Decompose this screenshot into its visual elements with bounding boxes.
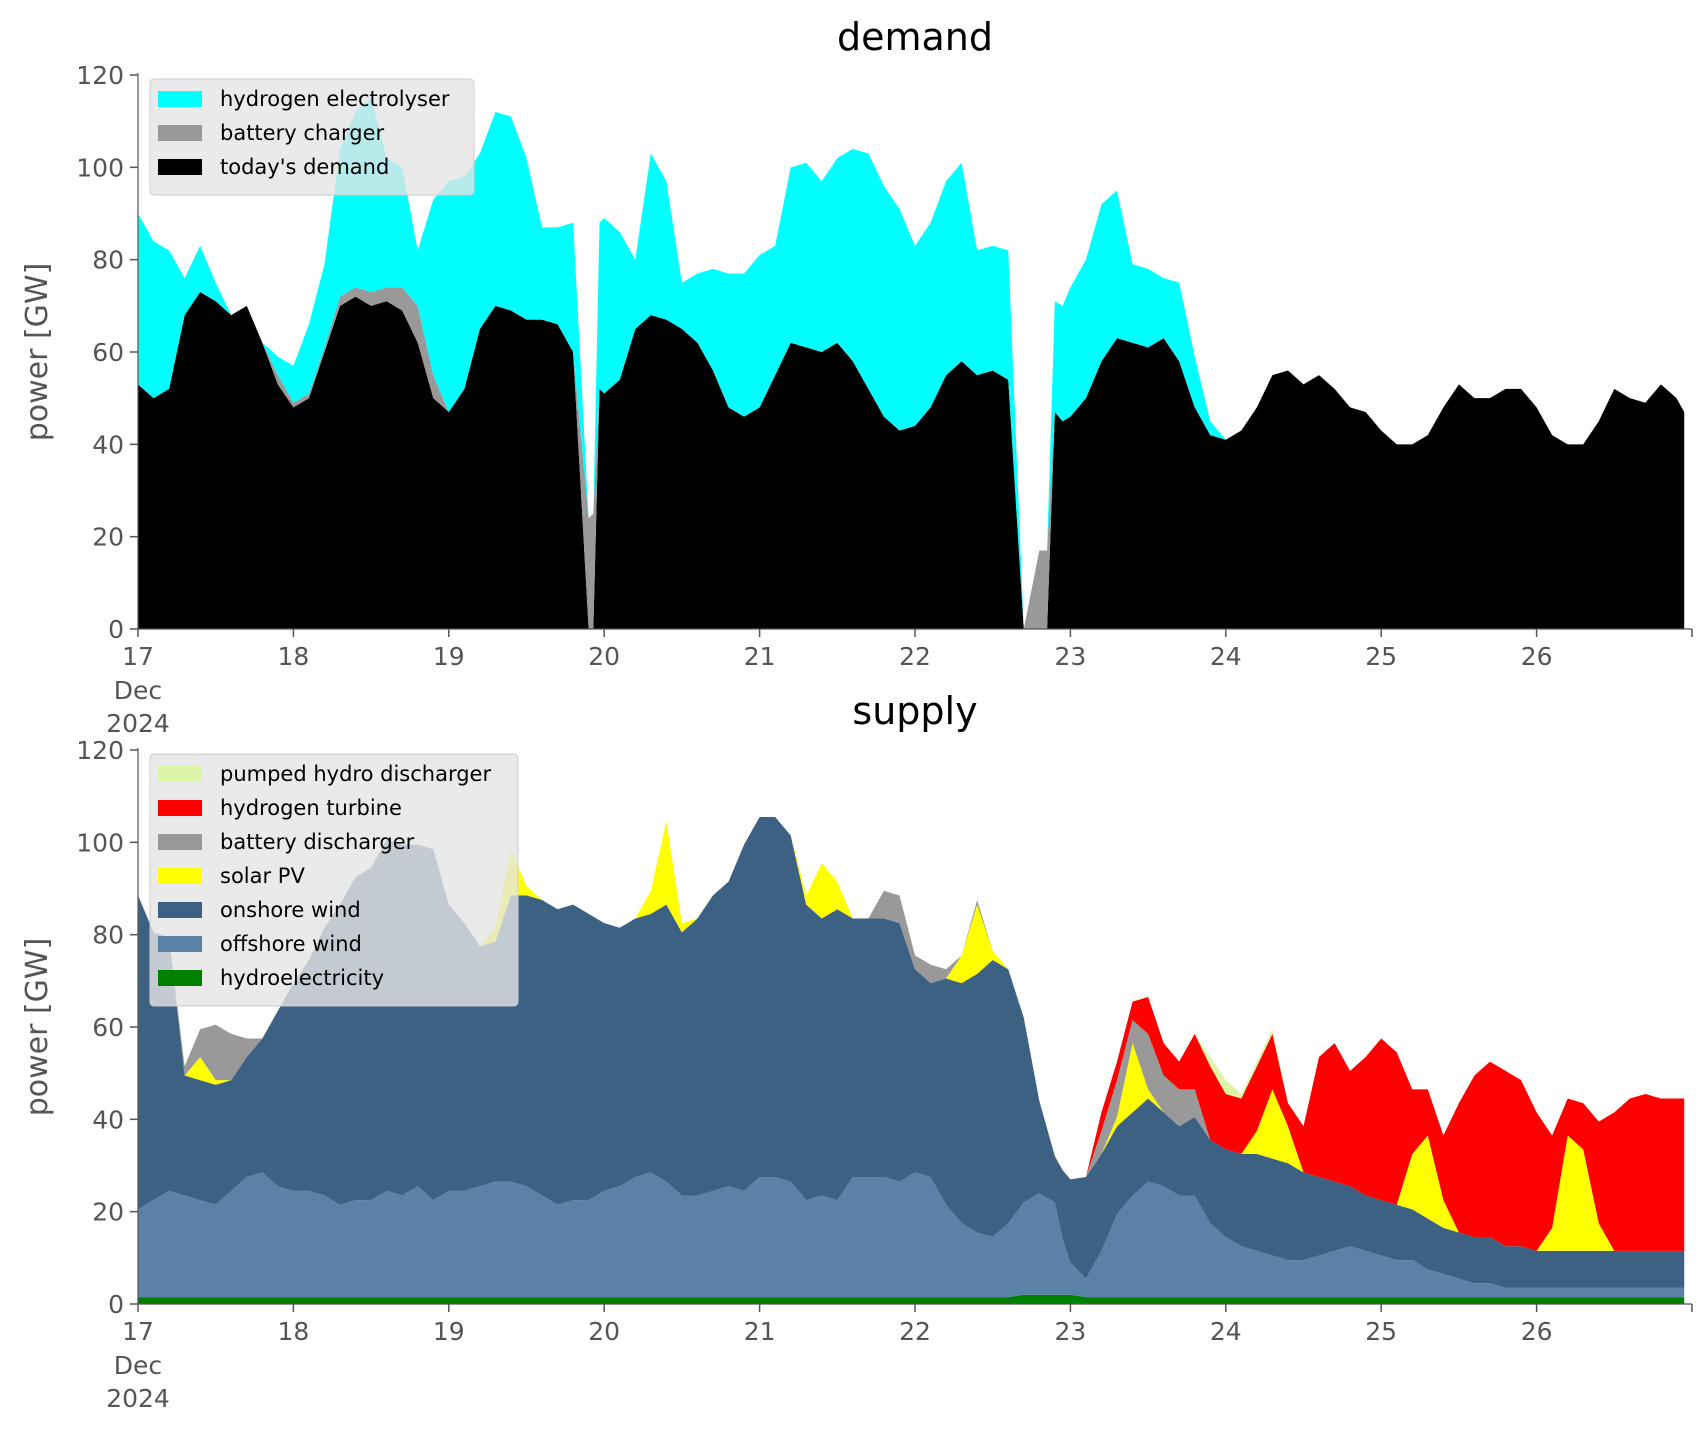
legend-box (149, 78, 475, 196)
y-tick-label: 40 (92, 430, 124, 459)
series-area-hydroelectricity (138, 1294, 1685, 1304)
legend-swatch (158, 159, 202, 175)
chart-title: supply (852, 689, 977, 733)
x-tick-label: 22 (899, 1317, 931, 1346)
x-tick-label: 18 (277, 1317, 309, 1346)
y-tick-label: 0 (108, 615, 124, 644)
legend-swatch (158, 125, 202, 141)
legend-label: hydroelectricity (220, 966, 384, 990)
stacked-areas (138, 98, 1685, 630)
series-area-hydrogen-turbine (138, 816, 1685, 1251)
legend-label: pumped hydro discharger (220, 762, 491, 786)
series-area-today-s-demand (138, 291, 1685, 629)
legend-swatch (158, 766, 202, 782)
x-tick-label: 17 (122, 1317, 154, 1346)
y-tick-label: 0 (108, 1290, 124, 1319)
y-tick-label: 80 (92, 921, 124, 950)
legend-swatch (158, 868, 202, 884)
legend-label: hydrogen electrolyser (220, 87, 450, 111)
x-tick-label: 24 (1210, 1317, 1242, 1346)
x-tick-label: 23 (1054, 1317, 1086, 1346)
x-tick-label: 25 (1365, 1317, 1397, 1346)
legend-label: hydrogen turbine (220, 796, 402, 820)
legend-swatch (158, 970, 202, 986)
series-area-onshore-wind (138, 816, 1685, 1288)
y-tick-label: 80 (92, 246, 124, 275)
x-axis-date-note: 2024 (106, 1384, 170, 1413)
y-tick-label: 40 (92, 1105, 124, 1134)
y-tick-label: 100 (76, 153, 124, 182)
legend-swatch (158, 800, 202, 816)
y-tick-label: 20 (92, 1198, 124, 1227)
x-tick-label: 18 (277, 642, 309, 671)
x-tick-label: 21 (744, 642, 776, 671)
legend-label: today's demand (220, 155, 389, 179)
y-tick-label: 120 (76, 736, 124, 765)
legend-swatch (158, 91, 202, 107)
legend-swatch (158, 936, 202, 952)
series-area-hydrogen-electrolyser (138, 98, 1685, 630)
y-axis-label: power [GW] (20, 938, 55, 1117)
x-tick-label: 23 (1054, 642, 1086, 671)
x-tick-label: 24 (1210, 642, 1242, 671)
series-area-offshore-wind (138, 1172, 1685, 1298)
x-tick-label: 19 (433, 1317, 465, 1346)
y-tick-label: 60 (92, 338, 124, 367)
stacked-areas (138, 816, 1685, 1304)
chart-title: demand (837, 15, 993, 59)
x-tick-label: 21 (744, 1317, 776, 1346)
legend-label: battery discharger (220, 830, 415, 854)
x-tick-label: 20 (588, 642, 620, 671)
x-axis-date-note: Dec (114, 1351, 162, 1380)
legend-label: battery charger (220, 121, 385, 145)
y-tick-label: 120 (76, 61, 124, 90)
legend-swatch (158, 834, 202, 850)
x-tick-label: 19 (433, 642, 465, 671)
legend: pumped hydro discharger hydrogen turbine b… (149, 753, 519, 1007)
y-tick-label: 20 (92, 523, 124, 552)
legend-label: solar PV (220, 864, 305, 888)
y-tick-label: 60 (92, 1013, 124, 1042)
x-axis-date-note: Dec (114, 676, 162, 705)
legend-swatch (158, 902, 202, 918)
x-tick-label: 26 (1521, 642, 1553, 671)
legend: hydrogen electrolyser battery charger toda… (149, 78, 475, 196)
legend-label: onshore wind (220, 898, 361, 922)
x-tick-label: 17 (122, 642, 154, 671)
legend-box (149, 753, 519, 1007)
y-axis-label: power [GW] (20, 263, 55, 442)
legend-label: offshore wind (220, 932, 362, 956)
x-tick-label: 26 (1521, 1317, 1553, 1346)
x-tick-label: 25 (1365, 642, 1397, 671)
x-tick-label: 20 (588, 1317, 620, 1346)
x-axis-date-note: 2024 (106, 709, 170, 738)
x-tick-label: 22 (899, 642, 931, 671)
y-tick-label: 100 (76, 828, 124, 857)
